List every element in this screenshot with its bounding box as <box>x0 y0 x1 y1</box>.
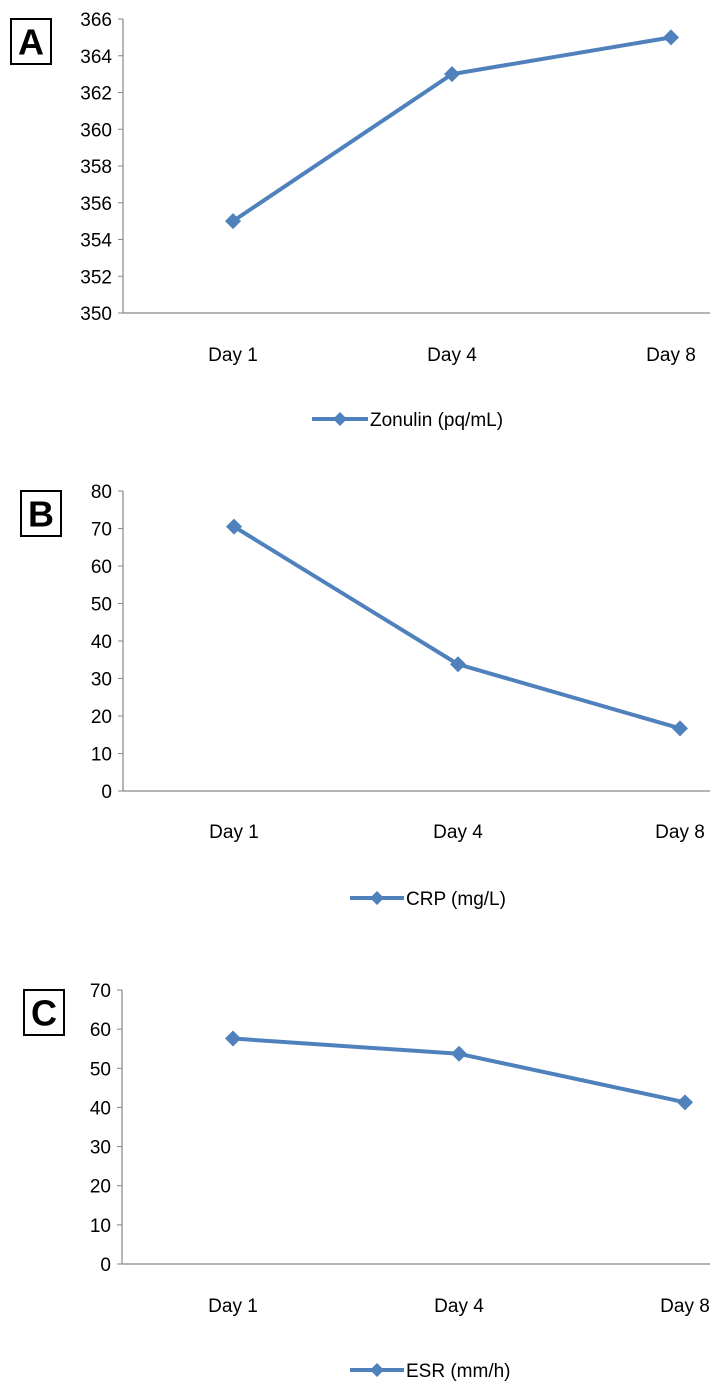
panel-letter: B <box>28 494 54 535</box>
y-tick-label: 50 <box>91 595 112 616</box>
y-tick-label: 30 <box>91 670 112 691</box>
x-tick-label: Day 4 <box>434 1296 484 1317</box>
series-line <box>232 524 681 731</box>
data-point-marker <box>225 1030 241 1047</box>
legend-label: Zonulin (pq/mL) <box>370 410 503 431</box>
y-tick-label: 362 <box>80 84 112 105</box>
x-tick-label: Day 4 <box>427 345 477 366</box>
data-point-marker <box>226 518 242 535</box>
legend-marker <box>370 1363 384 1377</box>
y-tick-label: 50 <box>90 1059 111 1080</box>
y-tick-label: 70 <box>91 520 112 541</box>
y-tick-label: 360 <box>80 120 112 141</box>
x-tick-label: Day 1 <box>209 822 259 843</box>
y-tick-label: 356 <box>80 194 112 215</box>
y-tick-label: 10 <box>91 745 112 766</box>
x-tick-label: Day 1 <box>208 1296 258 1317</box>
data-point-marker <box>450 656 466 673</box>
y-tick-label: 20 <box>90 1177 111 1198</box>
data-point-marker <box>677 1094 693 1111</box>
x-tick-label: Day 1 <box>208 345 258 366</box>
y-tick-label: 0 <box>100 1255 111 1276</box>
y-tick-label: 0 <box>101 782 112 803</box>
data-point-marker <box>225 213 241 230</box>
series-line <box>231 35 672 223</box>
x-tick-label: Day 8 <box>660 1296 710 1317</box>
panel-letter-box <box>10 18 52 65</box>
x-tick-label: Day 4 <box>433 822 483 843</box>
legend-marker <box>370 891 384 905</box>
chart-panel-b: 0 10 20 30 40 50 60 70 80 Day 1 Day 4 Day 8 CRP (mg/… <box>20 482 710 910</box>
y-tick-label: 364 <box>80 47 112 68</box>
panel-letter: A <box>18 22 44 63</box>
y-tick-label: 358 <box>80 157 112 178</box>
data-point-marker <box>672 720 688 737</box>
legend-label: ESR (mm/h) <box>406 1361 511 1382</box>
x-tick-label: Day 8 <box>646 345 696 366</box>
y-tick-label: 366 <box>80 10 112 31</box>
x-tick-label: Day 8 <box>655 822 705 843</box>
y-tick-label: 60 <box>91 557 112 578</box>
y-tick-label: 354 <box>80 231 112 252</box>
y-tick-label: 352 <box>80 267 112 288</box>
panel-letter-box <box>23 989 65 1036</box>
panel-letter-box <box>20 490 62 537</box>
y-tick-label: 60 <box>90 1020 111 1041</box>
chart-panel-a: 350 352 354 356 358 360 362 364 366 Day 1 Day 4 Day… <box>10 10 710 431</box>
y-tick-label: 40 <box>91 632 112 653</box>
legend-label: CRP (mg/L) <box>406 889 506 910</box>
y-tick-label: 80 <box>91 482 112 503</box>
y-tick-label: 350 <box>80 304 112 325</box>
chart-panel-c: 0 10 20 30 40 50 60 70 Day 1 Day 4 Day 8 ESR (mm/h)… <box>23 981 710 1382</box>
panel-letter: C <box>31 993 57 1034</box>
legend-marker <box>333 412 347 426</box>
y-tick-label: 40 <box>90 1098 111 1119</box>
y-tick-label: 70 <box>90 981 111 1002</box>
y-tick-label: 30 <box>90 1138 111 1159</box>
y-tick-label: 20 <box>91 707 112 728</box>
data-point-marker <box>663 29 679 46</box>
y-tick-label: 10 <box>90 1216 111 1237</box>
data-point-marker <box>444 66 460 83</box>
data-point-marker <box>451 1045 467 1062</box>
